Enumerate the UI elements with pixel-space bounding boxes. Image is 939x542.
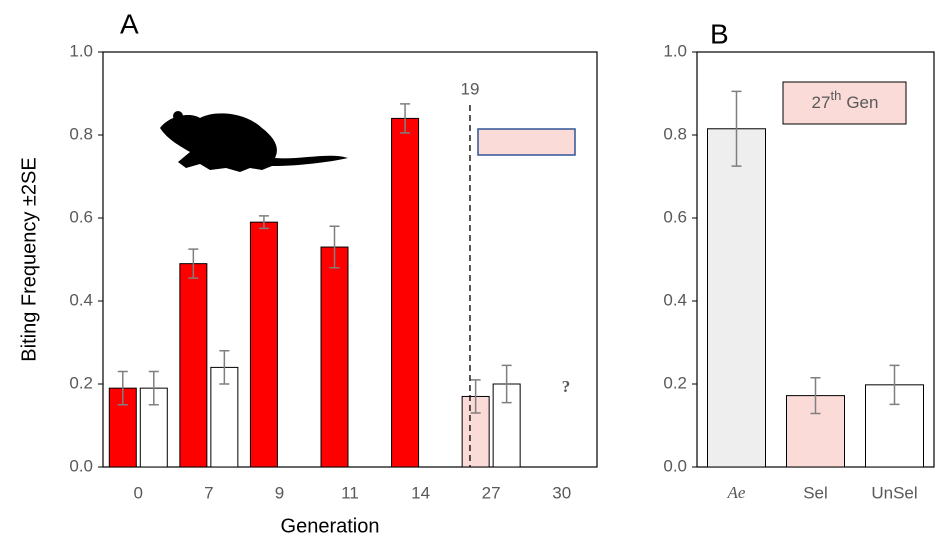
panel-label: B bbox=[710, 18, 729, 49]
error-bar bbox=[219, 350, 230, 385]
x-tick-label: Sel bbox=[803, 483, 828, 502]
bar bbox=[179, 263, 208, 468]
y-tick-label: 1.0 bbox=[663, 41, 687, 60]
y-tick-label: 0.8 bbox=[69, 124, 93, 143]
y-tick-label: 0.2 bbox=[69, 373, 93, 392]
panel-label: A bbox=[120, 8, 139, 39]
error-bar bbox=[329, 225, 340, 269]
x-tick-label: Ae bbox=[727, 483, 746, 502]
error-bar bbox=[400, 103, 411, 134]
x-tick-label: 14 bbox=[411, 483, 430, 502]
note: 27th Gen bbox=[812, 88, 879, 112]
bar bbox=[391, 117, 420, 468]
bar bbox=[210, 366, 239, 468]
note-rest: Gen bbox=[846, 93, 878, 112]
error-bar bbox=[731, 90, 742, 167]
y-tick-label: 0.0 bbox=[663, 456, 687, 475]
plot-frame bbox=[102, 51, 598, 468]
x-axis-title: Generation bbox=[281, 515, 380, 537]
annotation: ? bbox=[562, 377, 571, 396]
y-tick-label: 0.8 bbox=[663, 124, 687, 143]
rat-icon bbox=[160, 111, 348, 172]
bar bbox=[707, 128, 766, 468]
x-tick-label: 0 bbox=[134, 483, 143, 502]
error-bar bbox=[258, 215, 269, 230]
y-tick-label: 0.0 bbox=[69, 456, 93, 475]
x-tick-label: 7 bbox=[204, 483, 213, 502]
error-bar bbox=[148, 370, 159, 406]
note-sup: th bbox=[830, 88, 841, 103]
legend-swatch bbox=[477, 128, 576, 156]
y-tick-label: 0.4 bbox=[663, 290, 687, 309]
bar bbox=[249, 221, 278, 468]
bar bbox=[320, 246, 349, 468]
x-tick-label: 30 bbox=[552, 483, 571, 502]
y-tick-label: 1.0 bbox=[69, 41, 93, 60]
y-tick-label: 0.2 bbox=[663, 373, 687, 392]
error-bar bbox=[117, 370, 128, 406]
note-box bbox=[782, 81, 907, 125]
y-tick-label: 0.6 bbox=[663, 207, 687, 226]
divider-label: 19 bbox=[461, 79, 480, 98]
x-tick-label: 11 bbox=[341, 483, 359, 502]
x-tick-label: UnSel bbox=[871, 483, 917, 502]
error-bar bbox=[188, 248, 199, 279]
bar bbox=[108, 387, 137, 468]
y-tick-label: 0.6 bbox=[69, 207, 93, 226]
error-bar bbox=[889, 364, 900, 406]
error-bar bbox=[501, 364, 512, 404]
error-bar bbox=[810, 377, 821, 415]
x-tick-label: 27 bbox=[482, 483, 501, 502]
error-bar bbox=[470, 379, 481, 414]
y-axis-title: Biting Frequency ±2SE bbox=[18, 157, 40, 361]
x-tick-label: 9 bbox=[275, 483, 284, 502]
y-tick-label: 0.4 bbox=[69, 290, 93, 309]
note-base: 27 bbox=[812, 93, 831, 112]
